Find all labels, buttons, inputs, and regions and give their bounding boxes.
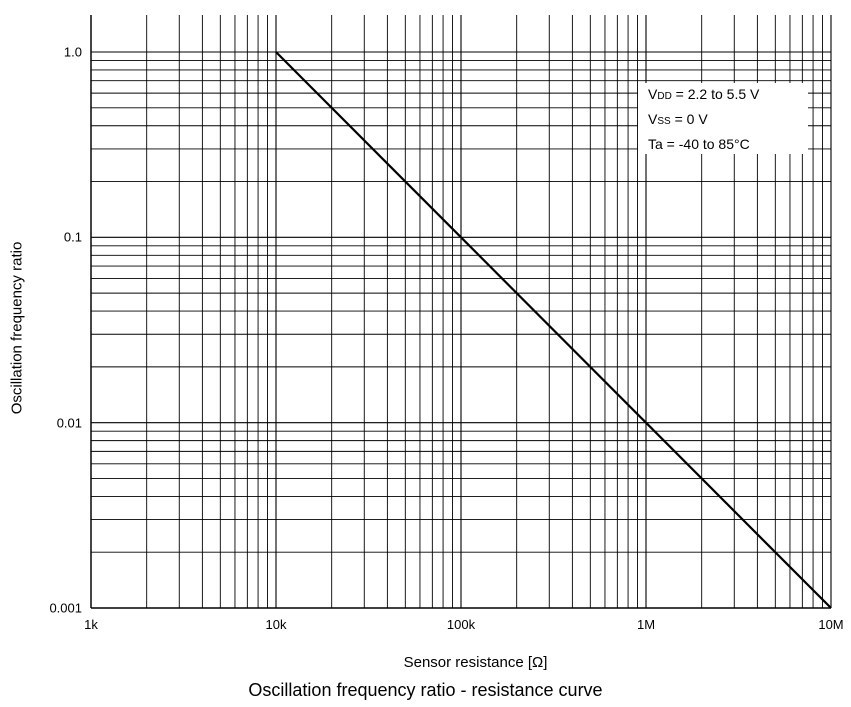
condition-line-vdd: VDD = 2.2 to 5.5 V xyxy=(648,86,760,102)
chart-series xyxy=(275,51,832,609)
x-tick-label: 100k xyxy=(446,617,476,632)
chart-title: Oscillation frequency ratio - resistance… xyxy=(248,680,603,700)
y-tick-label: 1.0 xyxy=(63,44,82,60)
y-tick-label: 0.1 xyxy=(63,229,82,245)
x-tick-label: 10M xyxy=(818,617,844,632)
y-tick-label: 0.001 xyxy=(49,600,82,616)
condition-line-vss: VSS = 0 V xyxy=(648,111,708,127)
chart-axes xyxy=(90,15,831,609)
x-tick-label: 1k xyxy=(84,617,98,632)
y-axis-label: Oscillation frequency ratio xyxy=(8,241,26,415)
condition-line-ta: Ta = -40 to 85°C xyxy=(648,136,750,152)
conditions-annotation: VDD = 2.2 to 5.5 V VSS = 0 V Ta = -40 to… xyxy=(638,83,808,154)
x-tick-label: 1M xyxy=(636,617,656,632)
y-tick-label: 0.01 xyxy=(56,415,82,431)
x-tick-label: 10k xyxy=(265,617,287,632)
x-axis-label: Sensor resistance [Ω] xyxy=(403,654,548,671)
series-line-0 xyxy=(275,51,832,609)
